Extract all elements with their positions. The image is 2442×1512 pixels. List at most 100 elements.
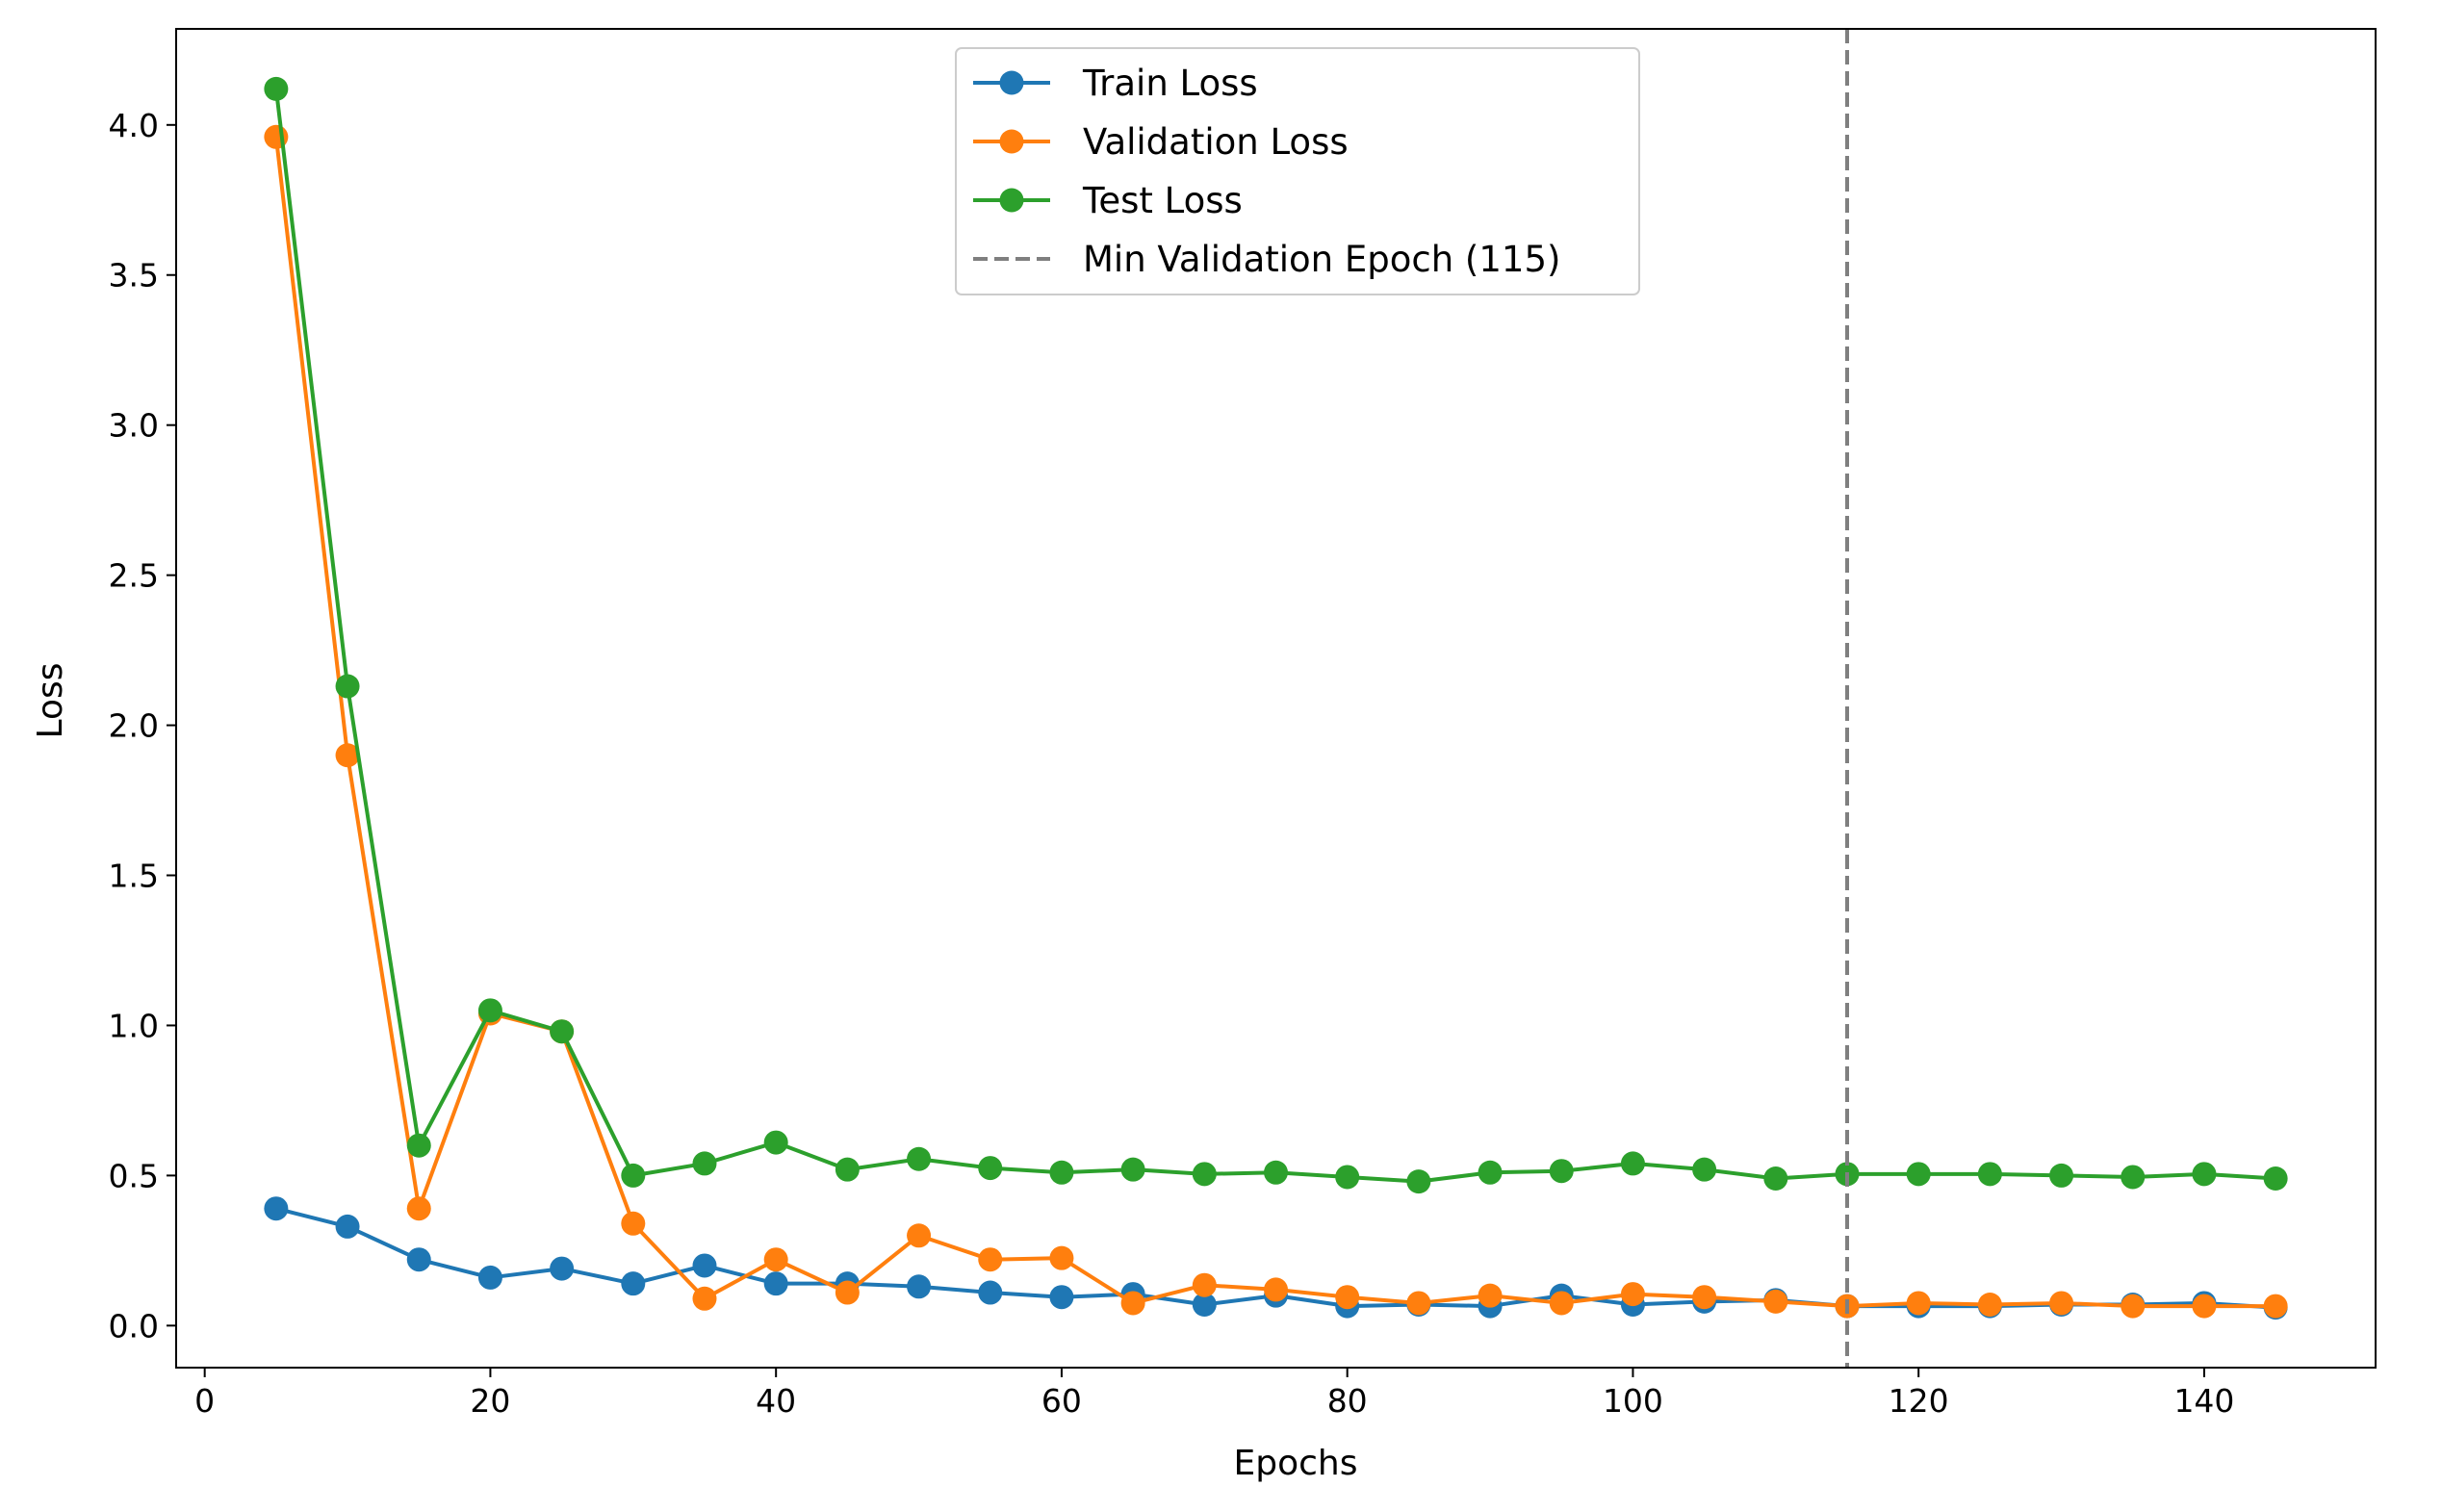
validation-loss-point bbox=[2263, 1294, 2288, 1319]
x-tick-label: 20 bbox=[470, 1382, 510, 1420]
test-loss-point bbox=[763, 1130, 788, 1155]
test-loss-point bbox=[477, 998, 502, 1023]
legend-label: Validation Loss bbox=[1083, 121, 1349, 163]
x-tick-label: 0 bbox=[194, 1382, 215, 1420]
validation-loss-point bbox=[1049, 1245, 1074, 1270]
test-loss-point bbox=[2192, 1162, 2217, 1187]
train-loss-point bbox=[335, 1214, 360, 1239]
test-loss-point bbox=[1977, 1162, 2002, 1187]
validation-loss-point bbox=[2121, 1294, 2146, 1319]
test-loss-point bbox=[1335, 1165, 1360, 1190]
x-axis: 0 20 40 60 80 100 120 140 bbox=[194, 1368, 2234, 1420]
y-tick-label: 3.5 bbox=[109, 257, 159, 295]
test-loss-point bbox=[264, 76, 289, 101]
y-tick-label: 2.0 bbox=[109, 707, 159, 745]
test-loss-point bbox=[1049, 1160, 1074, 1185]
x-tick-label: 100 bbox=[1603, 1382, 1663, 1420]
validation-loss-point bbox=[907, 1223, 932, 1248]
train-loss-point bbox=[763, 1271, 788, 1296]
test-loss-point bbox=[692, 1151, 717, 1176]
test-loss-point bbox=[1906, 1162, 1931, 1187]
test-loss-point bbox=[621, 1163, 646, 1188]
train-loss-point bbox=[406, 1247, 431, 1272]
train-loss-point bbox=[550, 1256, 575, 1281]
plot-frame bbox=[175, 28, 2377, 1369]
x-tick-label: 40 bbox=[756, 1382, 796, 1420]
validation-loss-point bbox=[1478, 1283, 1503, 1308]
legend-label: Test Loss bbox=[1082, 180, 1243, 221]
test-loss-point bbox=[2263, 1166, 2288, 1192]
test-loss-point bbox=[1192, 1162, 1217, 1187]
legend: Train Loss Validation Loss Test Loss Min Va… bbox=[955, 47, 1640, 295]
y-tick-label: 0.5 bbox=[109, 1157, 159, 1194]
y-tick-label: 0.0 bbox=[109, 1307, 159, 1345]
test-loss-point bbox=[978, 1156, 1003, 1181]
validation-loss-point bbox=[978, 1247, 1003, 1272]
validation-loss-point bbox=[335, 743, 360, 768]
test-loss-point bbox=[1478, 1160, 1503, 1185]
train-loss-point bbox=[692, 1253, 717, 1278]
train-loss-point bbox=[978, 1280, 1003, 1305]
test-loss-point bbox=[1620, 1151, 1645, 1176]
legend-item-train-loss: Train Loss bbox=[973, 63, 1258, 104]
test-loss-point bbox=[1406, 1169, 1431, 1194]
validation-loss-point bbox=[1120, 1291, 1145, 1316]
validation-loss-point bbox=[1335, 1285, 1360, 1310]
legend-swatch-marker bbox=[999, 188, 1024, 213]
validation-loss-point bbox=[1692, 1285, 1717, 1310]
validation-loss-point bbox=[835, 1280, 860, 1305]
validation-loss-point bbox=[1406, 1291, 1431, 1316]
validation-loss-point bbox=[763, 1247, 788, 1272]
x-tick-label: 120 bbox=[1889, 1382, 1949, 1420]
train-loss-point bbox=[1049, 1285, 1074, 1310]
legend-swatch-marker bbox=[999, 129, 1024, 154]
validation-loss-point bbox=[1620, 1282, 1645, 1307]
validation-loss-point bbox=[2049, 1291, 2074, 1316]
x-tick-label: 140 bbox=[2173, 1382, 2234, 1420]
validation-loss-point bbox=[1763, 1289, 1788, 1314]
y-tick-label: 2.5 bbox=[109, 557, 159, 595]
train-loss-point bbox=[264, 1196, 289, 1221]
y-axis: 0.0 0.5 1.0 1.5 2.0 2.5 3.0 3.5 4.0 bbox=[109, 107, 176, 1345]
legend-box bbox=[955, 47, 1640, 295]
validation-loss-point bbox=[1549, 1291, 1574, 1316]
x-tick-label: 80 bbox=[1327, 1382, 1368, 1420]
y-tick-label: 3.0 bbox=[109, 407, 159, 445]
test-loss-point bbox=[406, 1133, 431, 1158]
validation-loss-point bbox=[406, 1196, 431, 1221]
validation-loss-point bbox=[1977, 1293, 2002, 1318]
y-tick-label: 1.0 bbox=[109, 1007, 159, 1044]
validation-loss-point bbox=[1192, 1272, 1217, 1297]
test-loss-point bbox=[2049, 1163, 2074, 1188]
legend-label: Train Loss bbox=[1082, 63, 1258, 104]
test-loss-point bbox=[1763, 1166, 1788, 1192]
x-tick-label: 60 bbox=[1041, 1382, 1082, 1420]
train-loss-point bbox=[477, 1265, 502, 1290]
legend-label: Min Validation Epoch (115) bbox=[1083, 239, 1560, 280]
test-loss-point bbox=[550, 1019, 575, 1044]
y-tick-label: 1.5 bbox=[109, 858, 159, 895]
test-loss-point bbox=[2121, 1165, 2146, 1190]
test-loss-point bbox=[1549, 1159, 1574, 1184]
series-layer bbox=[264, 76, 2288, 1320]
test-loss-point bbox=[907, 1146, 932, 1171]
x-axis-label: Epochs bbox=[1234, 1444, 1358, 1483]
test-loss-point bbox=[335, 674, 360, 699]
y-axis-label: Loss bbox=[31, 663, 70, 739]
test-loss-point bbox=[1692, 1157, 1717, 1182]
legend-item-validation-loss: Validation Loss bbox=[973, 121, 1349, 163]
test-loss-point bbox=[835, 1157, 860, 1182]
test-loss-series bbox=[264, 76, 2288, 1194]
legend-item-min-validation-epoch-115: Min Validation Epoch (115) bbox=[973, 239, 1560, 280]
test-loss-point bbox=[1120, 1157, 1145, 1182]
validation-loss-point bbox=[692, 1286, 717, 1311]
test-loss-point bbox=[1264, 1160, 1288, 1185]
validation-loss-point bbox=[621, 1211, 646, 1236]
validation-loss-point bbox=[1906, 1291, 1931, 1316]
y-tick-label: 4.0 bbox=[109, 107, 159, 144]
train-loss-point bbox=[907, 1274, 932, 1299]
legend-swatch-marker bbox=[999, 70, 1024, 95]
validation-loss-point bbox=[1264, 1277, 1288, 1302]
legend-item-test-loss: Test Loss bbox=[973, 180, 1243, 221]
